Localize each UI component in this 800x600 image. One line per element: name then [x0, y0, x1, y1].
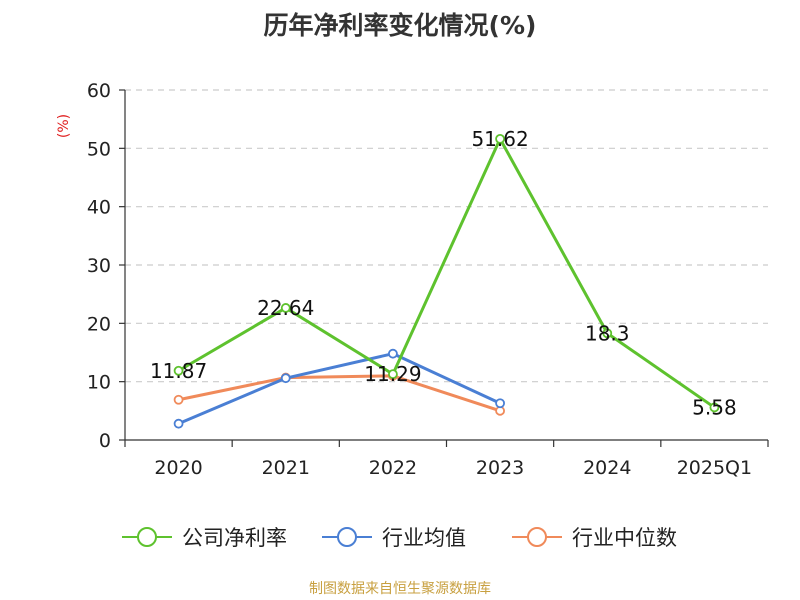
legend-label: 公司净利率: [182, 526, 287, 550]
data-point: [495, 133, 505, 144]
y-tick-label: 10: [87, 372, 111, 394]
series-lines: [173, 133, 720, 429]
data-label: 11.29: [364, 362, 421, 386]
x-tick-label: 2025Q1: [677, 457, 752, 479]
y-tick-label: 0: [99, 430, 111, 452]
data-label: 18.3: [585, 321, 630, 345]
gridlines: [125, 89, 768, 383]
x-tick-label: 2020: [154, 457, 202, 479]
data-label: 5.58: [692, 395, 737, 419]
data-point: [388, 369, 398, 380]
legend-item-2: 行业均值: [322, 526, 466, 550]
legend-item-1: 公司净利率: [122, 526, 287, 550]
axes: 0 10 20 30 40 50 60 2020 2021 2022 2023 2024 2025Q1: [87, 80, 769, 479]
x-tick-label: 2024: [583, 457, 631, 479]
data-label: 11.87: [150, 359, 207, 383]
data-point: [173, 418, 184, 429]
data-point: [173, 365, 184, 376]
legend-marker: [137, 527, 157, 547]
y-tick-label: 60: [87, 80, 111, 102]
legend: 公司净利率 行业均值 行业中位数: [122, 526, 677, 550]
y-axis-unit-label: (%): [56, 114, 72, 138]
legend-marker: [527, 527, 547, 547]
source-note: 制图数据来自恒生聚源数据库: [309, 581, 491, 597]
legend-item-3: 行业中位数: [512, 526, 677, 550]
data-label: 22.64: [257, 296, 314, 320]
legend-label: 行业均值: [382, 526, 466, 550]
data-point: [388, 348, 398, 359]
data-point: [280, 303, 291, 313]
chart-title: 历年净利率变化情况(%): [263, 11, 537, 40]
series-line: [177, 352, 501, 426]
data-point: [280, 373, 291, 384]
legend-label: 行业中位数: [572, 526, 677, 550]
series-line: [178, 374, 501, 413]
y-tick-label: 30: [87, 255, 111, 277]
y-tick-label: 40: [87, 197, 111, 219]
data-point: [173, 394, 184, 405]
series-1: [173, 133, 720, 413]
legend-marker: [337, 527, 357, 547]
data-labels: 11.87 22.64 11.29 51.62 18.3 5.58: [150, 127, 737, 420]
x-tick-label: 2022: [369, 457, 417, 479]
y-tick-label: 20: [87, 313, 111, 335]
data-label: 51.62: [471, 127, 528, 151]
data-point: [602, 328, 613, 339]
series-3: [173, 370, 505, 416]
y-tick-label: 50: [87, 138, 111, 160]
data-point: [495, 398, 505, 409]
x-tick-label: 2021: [262, 457, 310, 479]
data-point: [709, 402, 720, 413]
series-line: [177, 137, 716, 409]
x-tick-label: 2023: [476, 457, 524, 479]
series-2: [173, 348, 505, 429]
